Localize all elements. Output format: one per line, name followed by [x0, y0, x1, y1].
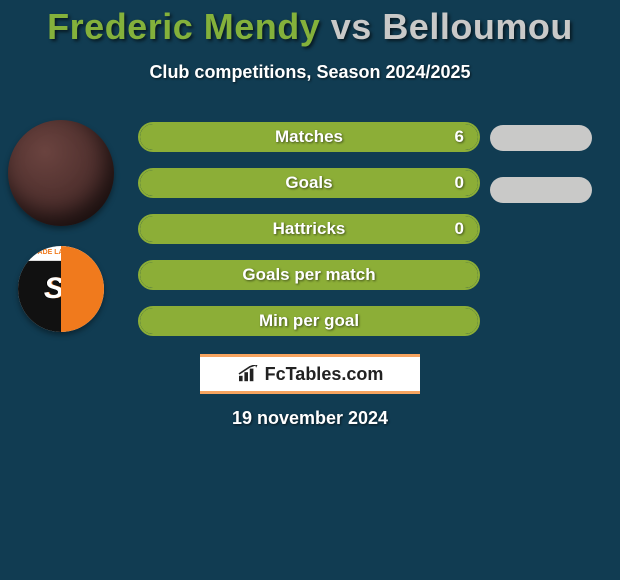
page-title: Frederic Mendy vs Belloumou: [0, 0, 620, 48]
title-player1: Frederic Mendy: [47, 6, 320, 47]
brand-text: FcTables.com: [265, 364, 384, 385]
subtitle: Club competitions, Season 2024/2025: [0, 62, 620, 83]
stat-value: 6: [455, 124, 464, 150]
date-text: 19 november 2024: [0, 408, 620, 429]
stat-bar-hattricks: Hattricks0: [138, 214, 480, 244]
brand-card: FcTables.com: [200, 354, 420, 394]
opponent-pill-matches: [490, 125, 592, 151]
stat-bar-matches: Matches6: [138, 122, 480, 152]
title-vs: vs: [320, 6, 382, 47]
stat-label: Goals: [140, 170, 478, 196]
stat-label: Min per goal: [140, 308, 478, 334]
club-badge-top-text: STADE LAVALLOIS: [18, 246, 104, 261]
opponent-pill-goals: [490, 177, 592, 203]
avatars-column: STADE LAVALLOIS SL: [8, 120, 114, 332]
stat-label: Matches: [140, 124, 478, 150]
stat-bar-goals_per_match: Goals per match: [138, 260, 480, 290]
player1-avatar: [8, 120, 114, 226]
title-player2: Belloumou: [382, 6, 573, 47]
stats-bars: Matches6Goals0Hattricks0Goals per matchM…: [138, 122, 480, 352]
bar-chart-icon: [237, 365, 259, 383]
club-badge-sl-text: SL: [44, 272, 78, 306]
stat-value: 0: [455, 170, 464, 196]
stat-bar-goals: Goals0: [138, 168, 480, 198]
stat-value: 0: [455, 216, 464, 242]
player2-club-badge: STADE LAVALLOIS SL: [18, 246, 104, 332]
stat-label: Goals per match: [140, 262, 478, 288]
stat-label: Hattricks: [140, 216, 478, 242]
stat-bar-min_per_goal: Min per goal: [138, 306, 480, 336]
